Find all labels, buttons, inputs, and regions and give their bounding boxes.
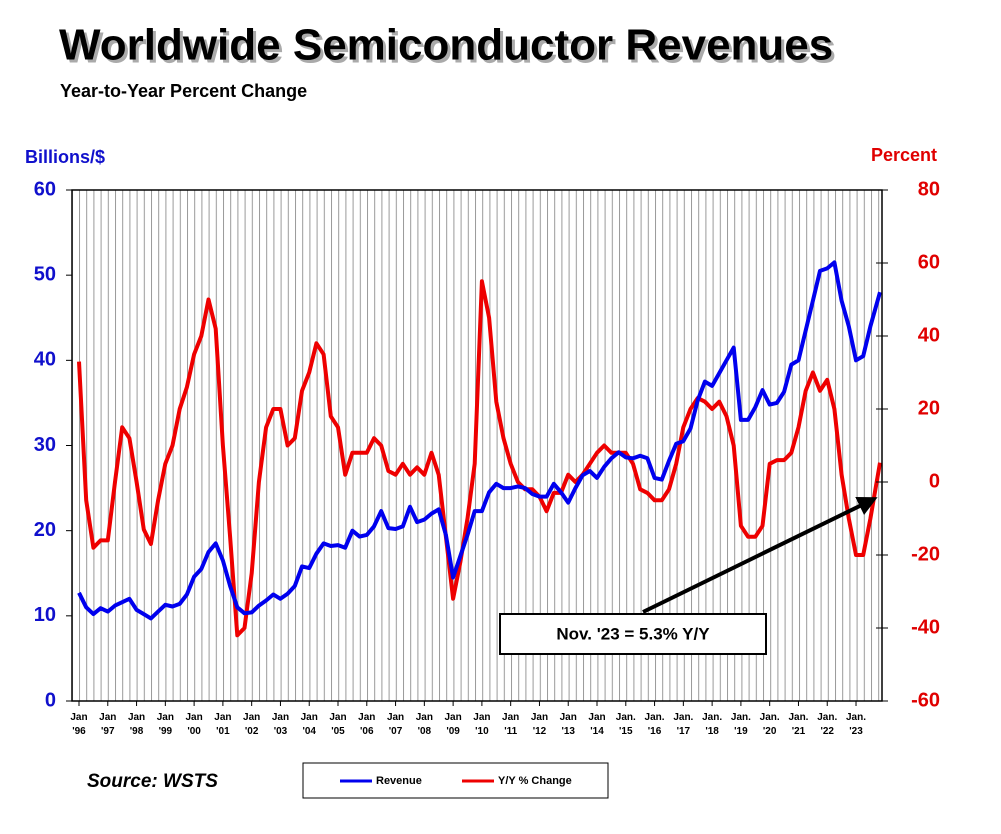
x-tick-label: Jan. '16 — [645, 712, 665, 737]
x-tick-label: Jan '06 — [358, 712, 375, 737]
x-tick-label: Jan '02 — [243, 712, 260, 737]
annotation-box — [499, 613, 767, 655]
y-tick-label: 30 — [34, 434, 56, 456]
x-tick-label: Jan '98 — [128, 712, 145, 737]
lines-layer — [77, 260, 882, 638]
legend-label: Y/Y % Change — [498, 775, 572, 787]
y-tick-label: 40 — [34, 349, 56, 371]
y-tick-label: 10 — [34, 604, 56, 626]
y2-tick-label: 0 — [929, 470, 940, 492]
y2-axis-label: Percent — [871, 145, 937, 165]
x-tick-label: Jan '08 — [416, 712, 433, 737]
y2-tick-label: -40 — [911, 616, 940, 638]
x-tick-label: Jan '10 — [473, 712, 490, 737]
x-tick-label: Jan '03 — [272, 712, 289, 737]
x-tick-label: Jan '01 — [214, 712, 231, 737]
y2-tick-label: 80 — [918, 178, 940, 200]
y-tick-label: 0 — [45, 689, 56, 711]
series-line — [77, 260, 882, 621]
y-axis-label: Billions/$ — [25, 147, 105, 167]
annotation-arrow — [642, 497, 878, 614]
x-tick-label: Jan '96 — [70, 712, 87, 737]
series-line — [77, 279, 882, 638]
y2-tick-label: 60 — [918, 251, 940, 273]
x-tick-label: Jan '00 — [185, 712, 202, 737]
x-tick-label: Jan. '17 — [673, 712, 693, 737]
y-tick-label: 50 — [34, 263, 56, 285]
x-tick-label: Jan. '23 — [846, 712, 866, 737]
x-tick-label: Jan '97 — [99, 712, 116, 737]
x-tick-label: Jan. '19 — [731, 712, 751, 737]
x-tick-label: Jan. '20 — [760, 712, 780, 737]
x-tick-label: Jan '09 — [445, 712, 462, 737]
y2-tick-label: -20 — [911, 543, 940, 565]
x-tick-label: Jan '04 — [301, 712, 318, 737]
source-note: Source: WSTS — [87, 771, 218, 792]
x-tick-label: Jan. '18 — [702, 712, 722, 737]
x-tick-label: Jan '07 — [387, 712, 404, 737]
x-tick-label: Jan. '21 — [788, 712, 808, 737]
chart-subtitle: Year-to-Year Percent Change — [60, 81, 307, 101]
x-tick-label: Jan. '22 — [817, 712, 837, 737]
x-tick-label: Jan '13 — [560, 712, 577, 737]
chart-title: Worldwide Semiconductor Revenues — [59, 21, 833, 70]
y2-tick-label: -60 — [911, 689, 940, 711]
x-tick-label: Jan '99 — [157, 712, 174, 737]
y-tick-label: 60 — [34, 178, 56, 200]
y-tick-label: 20 — [34, 519, 56, 541]
y2-tick-label: 20 — [918, 397, 940, 419]
x-tick-label: Jan. '15 — [616, 712, 636, 737]
x-tick-label: Jan '11 — [502, 712, 519, 737]
x-tick-label: Jan '14 — [588, 712, 605, 737]
x-tick-label: Jan '12 — [531, 712, 548, 737]
y2-tick-label: 40 — [918, 324, 940, 346]
x-tick-label: Jan '05 — [329, 712, 346, 737]
title-shadow: Worldwide Semiconductor Revenues — [62, 24, 836, 73]
legend-label: Revenue — [376, 775, 422, 787]
annotation-text: Nov. '23 = 5.3% Y/Y — [556, 624, 710, 643]
